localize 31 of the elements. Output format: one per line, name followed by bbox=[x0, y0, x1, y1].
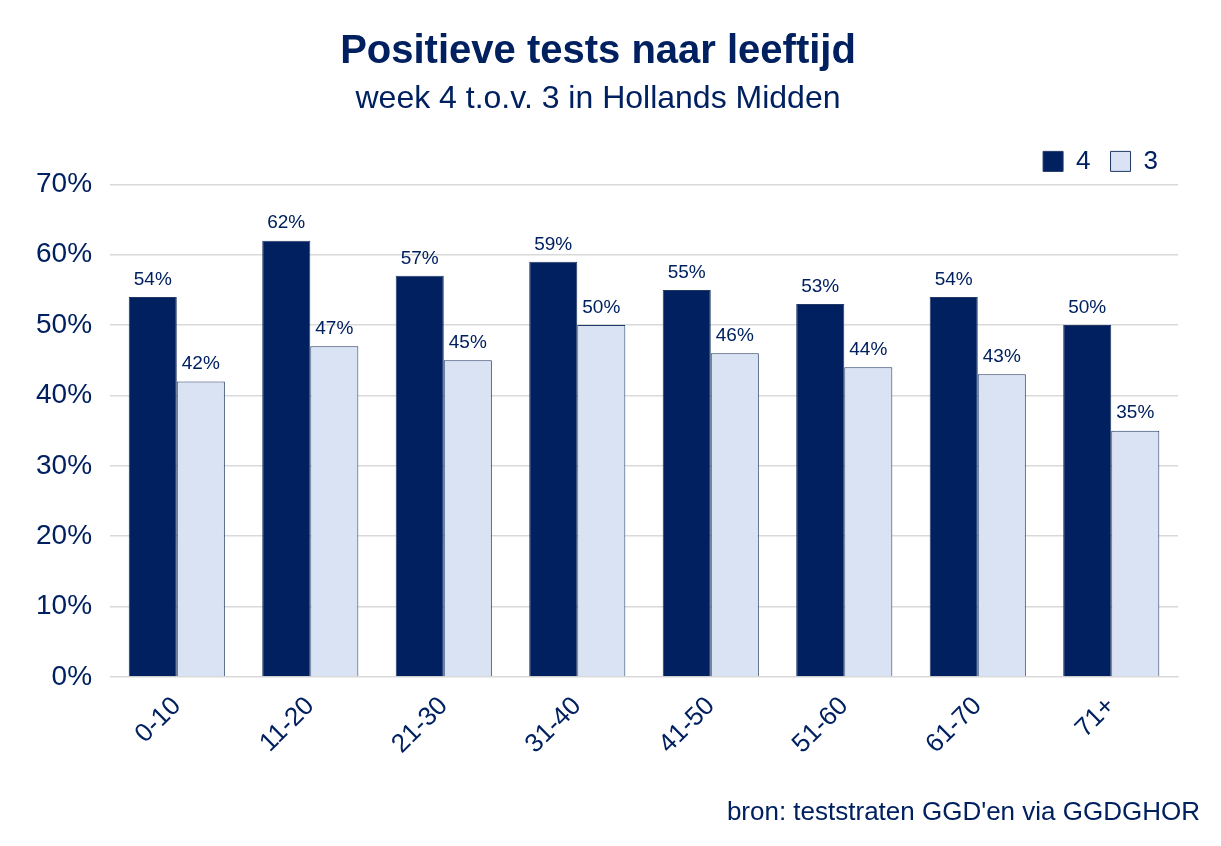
y-tick-label: 70% bbox=[35, 167, 93, 199]
chart-subtitle: week 4 t.o.v. 3 in Hollands Midden bbox=[354, 79, 841, 116]
chart-title: Positieve tests naar leeftijd bbox=[340, 27, 856, 72]
data-label: 54% bbox=[934, 267, 973, 289]
data-label: 50% bbox=[1068, 295, 1107, 317]
data-label: 42% bbox=[181, 352, 220, 374]
y-tick-label: 20% bbox=[35, 518, 93, 550]
y-tick-label: 30% bbox=[35, 448, 93, 480]
y-tick-label: 60% bbox=[35, 237, 93, 269]
text: bron: teststraten GGD'en via GGDGHOR bbox=[726, 796, 1200, 827]
legend-label: 4 bbox=[1076, 144, 1091, 175]
x-tick-label: 71+ bbox=[1068, 690, 1121, 743]
y-tick-label: 50% bbox=[35, 307, 93, 339]
data-label: 57% bbox=[400, 246, 439, 268]
data-label: 62% bbox=[267, 211, 306, 233]
data-label: 50% bbox=[582, 295, 621, 317]
y-tick-label: 40% bbox=[35, 378, 93, 410]
data-label: 46% bbox=[715, 324, 754, 345]
y-tick-label: 10% bbox=[35, 589, 93, 621]
data-label: 45% bbox=[448, 331, 487, 353]
data-label: 54% bbox=[133, 267, 172, 289]
data-label: 53% bbox=[801, 274, 840, 296]
y-tick-label: 0% bbox=[51, 659, 93, 691]
data-label: 59% bbox=[534, 232, 573, 254]
legend-label: 3 bbox=[1143, 144, 1159, 175]
data-label: 55% bbox=[667, 260, 706, 282]
x-tick-label: 0-10 bbox=[128, 690, 187, 749]
data-label: 43% bbox=[982, 345, 1021, 367]
data-label: 35% bbox=[1116, 401, 1155, 423]
data-label: 47% bbox=[315, 316, 354, 338]
data-label: 44% bbox=[849, 338, 888, 360]
